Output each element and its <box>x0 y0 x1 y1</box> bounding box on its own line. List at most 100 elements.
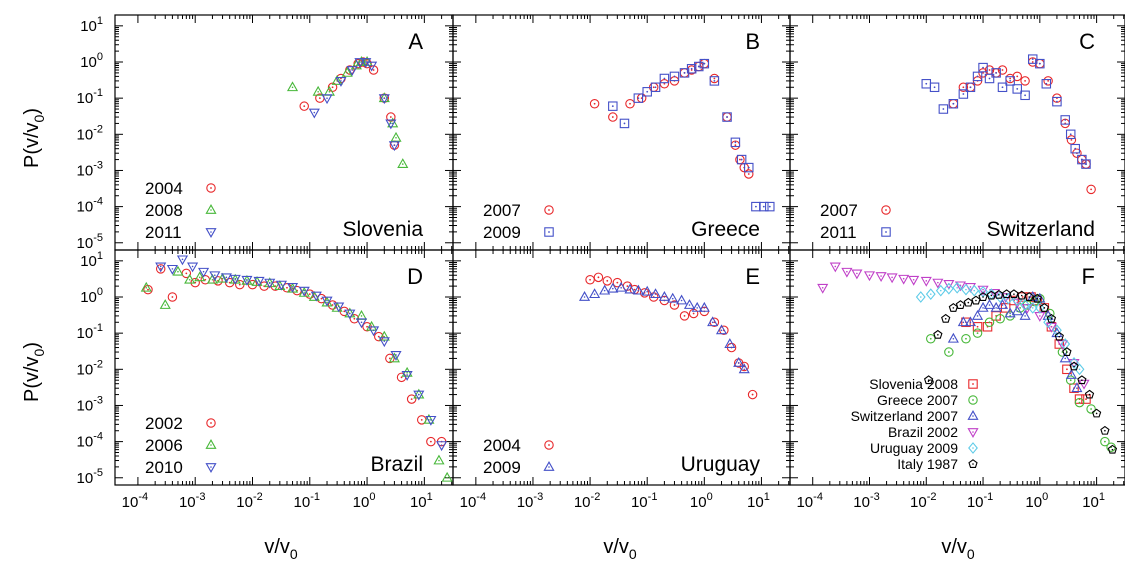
data-point-dot <box>942 108 945 110</box>
data-point <box>1069 361 1079 371</box>
data-point-dot <box>1016 301 1019 304</box>
data-point-dot <box>326 97 328 99</box>
data-point-dot <box>181 258 184 261</box>
data-point-dot <box>1001 86 1004 89</box>
data-point-dot <box>388 357 391 360</box>
data-point <box>686 64 697 74</box>
data-point <box>709 76 720 86</box>
data-point-dot <box>326 299 328 302</box>
data-point <box>341 66 353 77</box>
data-point <box>724 338 736 348</box>
legend-entry-label: Uruguay 2009 <box>870 440 958 456</box>
data-point <box>333 302 345 313</box>
data-point-dot <box>1069 379 1072 382</box>
data-point-dot <box>663 77 666 80</box>
data-point <box>1034 301 1045 314</box>
y-axis-title-bottom: P(v/v0) <box>21 342 47 402</box>
data-point-dot <box>1056 100 1058 103</box>
data-point-dot <box>328 90 331 93</box>
data-point-dot <box>740 158 743 161</box>
data-point <box>209 271 221 282</box>
data-point-dot <box>1016 75 1019 78</box>
panel-letter: D <box>407 264 423 289</box>
data-point <box>991 68 1001 78</box>
data-point-dot <box>343 310 346 313</box>
panel-country-label: Slovenia <box>342 218 423 241</box>
data-point <box>312 85 324 96</box>
legend-marker-dot <box>210 466 212 468</box>
data-point-dot <box>1013 293 1015 295</box>
data-point-dot <box>1050 325 1053 328</box>
data-point <box>368 326 380 337</box>
data-point <box>698 301 710 312</box>
data-point <box>140 281 152 292</box>
data-point <box>1052 96 1062 107</box>
data-point-dot <box>1009 80 1012 82</box>
legend-marker <box>968 442 978 454</box>
y-tick-label: 101 <box>80 15 103 35</box>
x-axis-title-1: v/v0 <box>264 536 298 562</box>
data-point-dot <box>337 305 340 308</box>
data-point-dot <box>291 286 294 288</box>
data-point-dot <box>291 86 294 89</box>
data-point-dot <box>326 301 328 304</box>
data-point-dot <box>1019 306 1022 309</box>
legend-marker-dot <box>210 187 212 189</box>
legend-marker-dot <box>972 383 974 385</box>
data-point-dot <box>280 283 283 286</box>
data-point <box>932 278 944 289</box>
y-tick-label: 10-2 <box>77 123 103 143</box>
data-point <box>1078 379 1090 390</box>
data-point <box>194 271 206 282</box>
data-point-dot <box>611 116 614 118</box>
data-point-dot <box>303 289 306 292</box>
data-point <box>274 280 286 291</box>
data-point-dot <box>1074 147 1077 150</box>
data-point-dot <box>214 274 216 277</box>
data-point <box>1100 436 1110 447</box>
data-point-dot <box>1076 387 1078 390</box>
data-point-dot <box>246 278 248 281</box>
data-point-dot <box>1038 62 1041 65</box>
data-point-dot <box>1069 133 1072 136</box>
data-point-dot <box>998 294 1000 296</box>
data-point <box>1032 293 1042 303</box>
data-point-dot <box>593 102 596 105</box>
legend-marker-dot <box>548 231 550 233</box>
data-point <box>354 58 366 68</box>
data-point <box>184 273 196 284</box>
data-point-dot <box>191 265 194 268</box>
data-point-dot <box>159 265 162 268</box>
data-point-dot <box>696 307 698 309</box>
data-point <box>198 267 210 278</box>
data-point <box>229 274 241 285</box>
data-point-dot <box>737 362 740 364</box>
data-point-dot <box>1085 163 1087 165</box>
data-point-dot <box>962 321 965 324</box>
legend-marker <box>205 228 217 238</box>
data-point-dot <box>654 86 657 89</box>
data-point-dot <box>1024 80 1026 82</box>
data-point-dot <box>976 332 979 335</box>
data-point-dot <box>171 296 174 298</box>
data-point-dot <box>1047 80 1050 82</box>
data-point-dot <box>1031 307 1034 309</box>
legend-marker-dot <box>210 209 212 211</box>
legend-marker <box>543 461 555 471</box>
legend-marker-dot <box>972 447 974 449</box>
data-point <box>995 314 1005 324</box>
data-point-dot <box>962 86 965 89</box>
data-point-dot <box>331 304 334 306</box>
data-point <box>599 284 611 295</box>
data-point-dot <box>393 144 396 146</box>
data-point <box>423 413 435 424</box>
data-point <box>691 301 703 312</box>
data-point-dot <box>626 285 629 288</box>
data-point-dot <box>891 276 893 279</box>
data-point-dot <box>1005 293 1008 295</box>
data-point-dot <box>990 293 993 295</box>
x-tick-label: 10-3 <box>853 491 879 511</box>
data-point-dot <box>990 294 993 297</box>
data-point <box>926 334 936 344</box>
legend-marker <box>206 183 216 193</box>
